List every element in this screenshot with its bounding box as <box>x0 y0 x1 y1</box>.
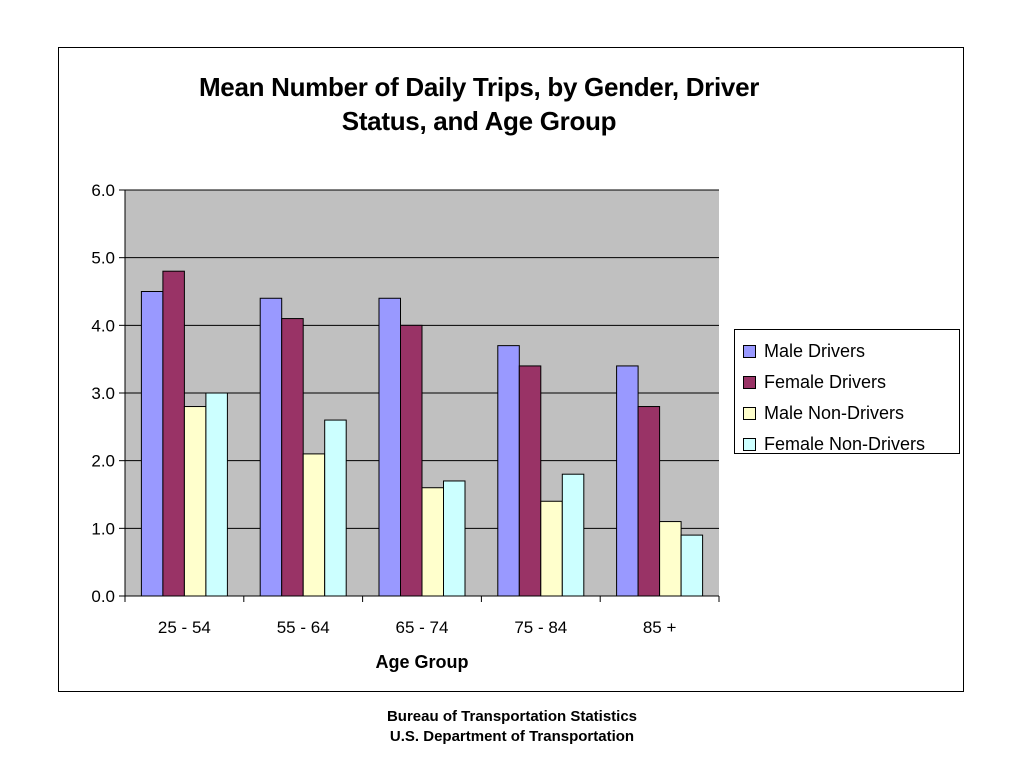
y-tick-label: 5.0 <box>91 249 115 268</box>
bar-female-non-drivers-0 <box>205 392 228 597</box>
footer: Bureau of Transportation Statistics U.S.… <box>0 707 1024 747</box>
y-tick-label: 1.0 <box>91 519 115 538</box>
legend-swatch-male-non-drivers <box>743 407 756 420</box>
x-axis-title: Age Group <box>376 652 469 672</box>
x-tick-label: 85 + <box>643 618 677 637</box>
bar-female-drivers-2 <box>400 324 423 597</box>
bar-male-non-drivers-2 <box>421 487 444 597</box>
x-tick-label: 25 - 54 <box>158 618 211 637</box>
plot-area: 0.0 1.0 2.0 3.0 4.0 5.0 6.0 25 - 54 55 - 64 65 - … <box>91 181 720 672</box>
footer-line-1: Bureau of Transportation Statistics <box>386 708 638 725</box>
legend: Male Drivers Female Drivers Male Non-Dri… <box>734 329 960 454</box>
chart-title-line-2: Status, and Age Group <box>341 106 617 136</box>
legend-label: Female Non-Drivers <box>764 434 926 454</box>
bar-male-non-drivers-3 <box>540 500 563 597</box>
footer-line-2: U.S. Department of Transportation <box>389 728 635 745</box>
bar-female-non-drivers-1 <box>324 419 347 597</box>
legend-swatch-male-drivers <box>743 345 756 358</box>
bar-male-non-drivers-0 <box>183 406 207 597</box>
bar-female-non-drivers-4 <box>680 534 704 597</box>
bar-male-non-drivers-1 <box>302 453 326 597</box>
legend-item-female-non-drivers: Female Non-Drivers <box>743 429 959 460</box>
legend-item-male-non-drivers: Male Non-Drivers <box>743 398 959 429</box>
bar-male-drivers-2 <box>378 297 401 597</box>
bar-male-drivers-4 <box>616 365 639 597</box>
y-tick-label: 3.0 <box>91 384 115 403</box>
bar-female-drivers-3 <box>518 365 542 597</box>
bar-female-non-drivers-2 <box>443 480 466 597</box>
bar-male-drivers-0 <box>140 291 164 597</box>
legend-item-female-drivers: Female Drivers <box>743 367 959 398</box>
bar-female-drivers-4 <box>637 406 661 597</box>
chart-frame: Mean Number of Daily Trips, by Gender, D… <box>58 47 964 692</box>
legend-label: Female Drivers <box>764 372 887 392</box>
x-tick-label: 65 - 74 <box>396 618 449 637</box>
chart-title: Mean Number of Daily Trips, by Gender, D… <box>59 70 899 138</box>
bar-male-non-drivers-4 <box>659 521 682 597</box>
y-tick-label: 4.0 <box>91 316 115 335</box>
x-tick-label: 75 - 84 <box>514 618 567 637</box>
bar-male-drivers-1 <box>259 297 283 597</box>
y-tick-label: 0.0 <box>91 587 115 606</box>
x-tick-label: 55 - 64 <box>277 618 330 637</box>
bar-female-non-drivers-3 <box>561 473 585 597</box>
bar-female-drivers-1 <box>281 318 304 597</box>
legend-item-male-drivers: Male Drivers <box>743 336 959 367</box>
bar-female-drivers-0 <box>162 270 185 597</box>
legend-swatch-female-non-drivers <box>743 438 756 451</box>
legend-swatch-female-drivers <box>743 376 756 389</box>
chart-title-line-1: Mean Number of Daily Trips, by Gender, D… <box>198 72 760 102</box>
y-tick-label: 6.0 <box>91 181 115 200</box>
y-tick-label: 2.0 <box>91 452 115 471</box>
bar-male-drivers-3 <box>497 345 520 597</box>
legend-label: Male Drivers <box>764 341 866 361</box>
legend-label: Male Non-Drivers <box>764 403 905 423</box>
